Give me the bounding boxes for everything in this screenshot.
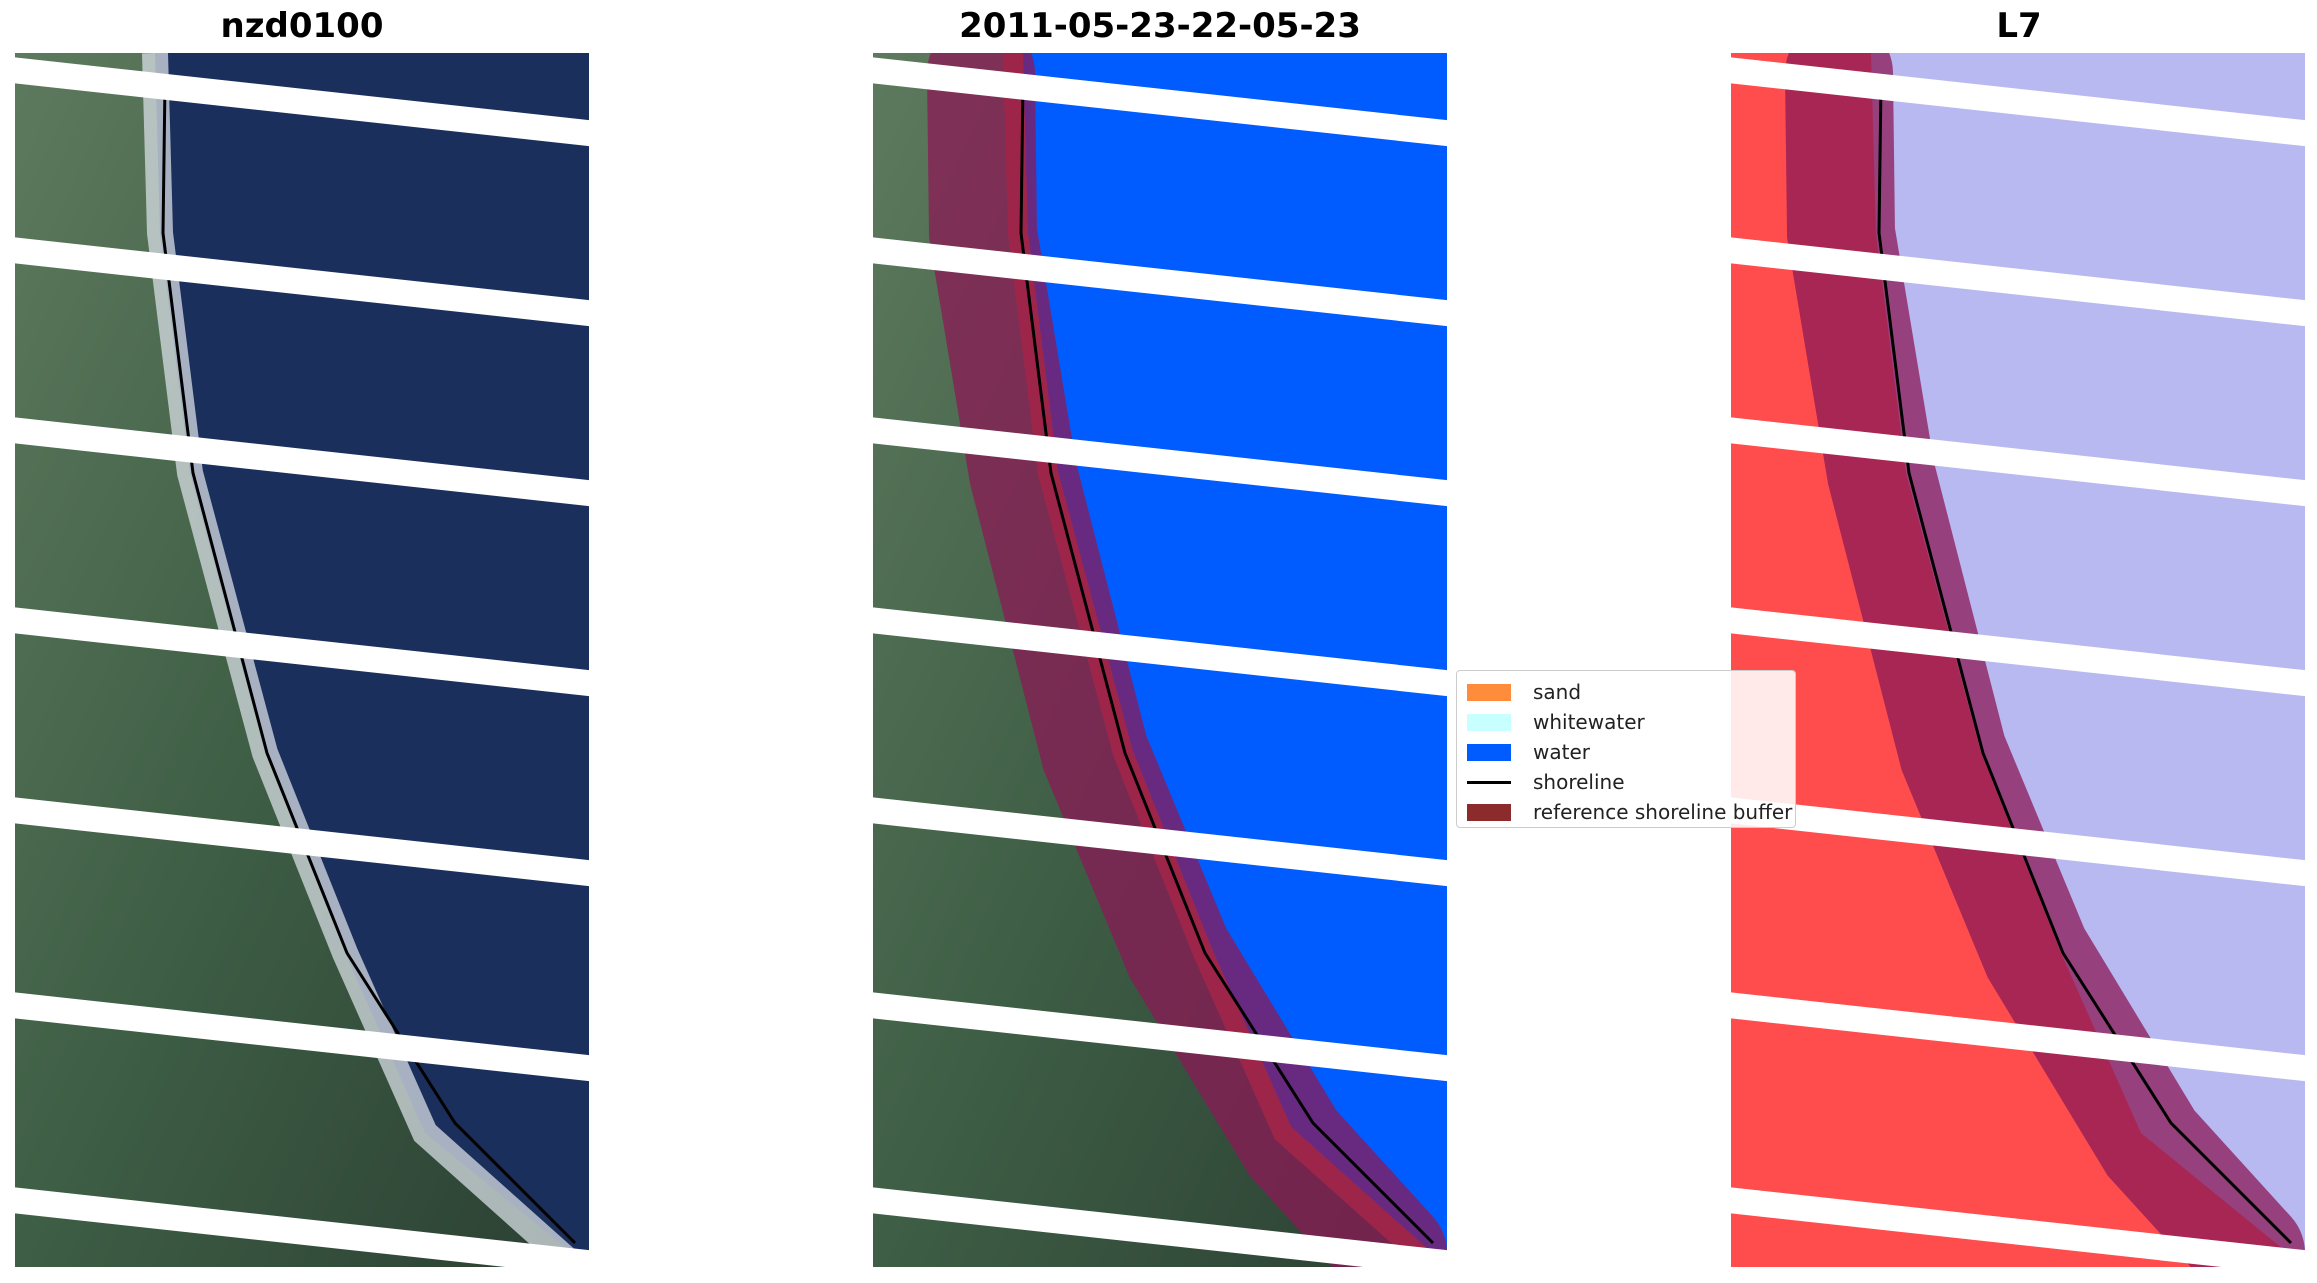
shoreline-line-swatch <box>1467 780 1511 784</box>
legend-label: water <box>1533 740 1590 764</box>
legend: sand whitewater water shoreline referenc… <box>1456 670 1796 828</box>
shoreline-trace <box>1877 82 2293 1245</box>
panel-title-date: 2011-05-23-22-05-23 <box>959 6 1361 46</box>
reference-shoreline-buffer <box>1785 53 2305 1267</box>
scan-gap-stripes <box>873 57 1447 1267</box>
panel-title-satellite: L7 <box>1996 6 2042 46</box>
legend-item-sand: sand <box>1467 677 1785 707</box>
legend-label: shoreline <box>1533 770 1625 794</box>
shoreline-trace <box>161 82 577 1245</box>
buffer-swatch <box>1467 803 1511 821</box>
sand-swatch <box>1467 683 1511 701</box>
index-panel <box>1731 53 2305 1267</box>
legend-item-shoreline: shoreline <box>1467 767 1785 797</box>
water-swatch <box>1467 743 1511 761</box>
classification-image <box>873 53 1447 1267</box>
legend-label: sand <box>1533 680 1582 704</box>
panel-title-rgb: nzd0100 <box>220 6 384 46</box>
shoreline-trace <box>1019 82 1435 1245</box>
index-image <box>1731 53 2305 1267</box>
classification-panel <box>873 53 1447 1267</box>
land-area <box>15 53 589 1267</box>
legend-label: reference shoreline buffer <box>1533 800 1793 824</box>
rgb-image-panel <box>15 53 589 1267</box>
scan-gap-stripes <box>1731 57 2305 1267</box>
legend-label: whitewater <box>1533 710 1645 734</box>
legend-item-whitewater: whitewater <box>1467 707 1785 737</box>
whitewater-swatch <box>1467 713 1511 731</box>
rgb-image <box>15 53 589 1267</box>
legend-item-reference-shoreline-buffer: reference shoreline buffer <box>1467 797 1792 827</box>
beach-band <box>142 53 584 1267</box>
reference-shoreline-buffer <box>927 53 1447 1267</box>
legend-item-water: water <box>1467 737 1785 767</box>
scan-gap-stripes <box>15 57 589 1267</box>
